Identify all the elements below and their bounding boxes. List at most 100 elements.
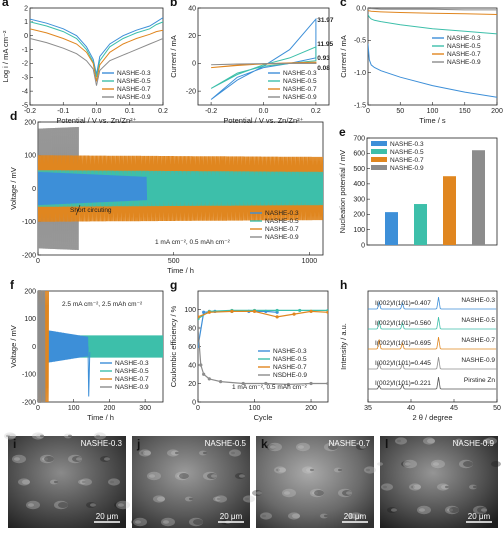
sem-sample-label: NASHE-0.7	[329, 439, 371, 448]
sem-texture-grain	[417, 505, 431, 515]
cv-loop	[210, 17, 317, 100]
y-tick-label-c: -0.5	[354, 38, 366, 45]
legend-swatch-e	[371, 165, 387, 170]
tafel-line	[30, 28, 163, 82]
x-tick-label-f: 300	[139, 405, 151, 412]
sem-texture-grain	[463, 461, 473, 467]
ce-point	[286, 382, 291, 387]
sem-texture-grain	[108, 478, 120, 486]
sem-texture-grain	[306, 467, 314, 473]
sem-texture-grain	[175, 471, 189, 481]
sem-texture-grain	[449, 507, 459, 513]
ce-point	[292, 312, 296, 316]
sem-texture-grain	[231, 451, 235, 455]
sem-texture-grain	[409, 483, 421, 491]
sem-texture-grain	[149, 474, 155, 478]
sem-texture-grain	[274, 466, 286, 474]
failure-spike	[87, 346, 91, 397]
panel-f: f Time / h Voltage / mV 0 100 200 300 -200 -100 0…	[9, 278, 164, 422]
sem-image-l: l NASHE-0.9 20 μm	[377, 436, 501, 528]
sem-texture-grain	[459, 459, 473, 469]
sem-texture-grain	[252, 490, 262, 496]
xrd-pattern	[368, 376, 497, 390]
y-tick-label-f: -100	[22, 372, 36, 379]
y-axis-title-b: Current / mA	[169, 35, 178, 78]
y-tick-label-a: -4	[22, 88, 28, 95]
y-tick-label-e: 0	[361, 242, 365, 249]
panel-label-e: e	[339, 125, 346, 139]
cv-loop	[210, 46, 317, 89]
sem-texture-grain	[147, 471, 161, 481]
sem-texture-grain	[256, 491, 262, 495]
peak-current-label: 11.95	[317, 41, 333, 48]
legend-entry-c: NASHE-0.9	[447, 59, 481, 66]
x-tick-label-a: 0.0	[92, 108, 102, 115]
legend-entry-f: NASHE-0.3	[115, 360, 149, 367]
sem-texture-grain	[118, 503, 124, 507]
sem-texture-grain	[94, 432, 106, 440]
series-group-g	[198, 308, 328, 387]
sem-texture-grain	[239, 474, 245, 478]
sem-texture-grain	[338, 468, 342, 472]
sem-texture-grain	[104, 457, 110, 461]
sem-texture-grain	[298, 445, 304, 449]
sem-texture-grain	[381, 483, 393, 491]
panel-label-g: g	[170, 278, 177, 292]
ce-point	[275, 315, 279, 319]
x-tick-label-h: 40	[407, 405, 415, 412]
sem-texture-grain	[175, 451, 179, 455]
sem-texture-grain	[68, 434, 72, 438]
y-tick-label-a: 2	[24, 5, 28, 12]
y-tick-label-g: 80	[188, 325, 196, 332]
sem-texture-grain	[143, 450, 151, 456]
y-tick-label-a: -5	[22, 102, 28, 109]
sem-texture-grain	[411, 485, 415, 489]
sem-texture-grain	[18, 478, 30, 486]
sem-texture-grain	[203, 451, 207, 455]
sem-texture-grain	[96, 434, 100, 438]
sem-texture-grain	[235, 473, 245, 479]
sem-texture-grain	[342, 490, 352, 496]
y-tick-label-d: -100	[22, 219, 36, 226]
y-tick-label-a: -3	[22, 75, 28, 82]
sem-texture-grain	[459, 439, 463, 443]
sem-texture-grain	[405, 462, 411, 466]
sem-texture-grain	[473, 485, 477, 489]
sem-texture-grain	[4, 432, 16, 440]
chronoamp-line	[368, 43, 497, 98]
y-tick-label-e: 500	[353, 166, 365, 173]
peak-current-label: 0.08	[317, 65, 330, 72]
sem-micrograph	[132, 436, 250, 528]
x-tick-label-a: 0.2	[158, 108, 168, 115]
bar-NASHE-0.3	[385, 212, 398, 245]
panel-label-d: d	[10, 109, 17, 123]
x-tick-label-a: -0.1	[57, 108, 69, 115]
legend-entry-g: NASHE-0.5	[273, 356, 307, 363]
legend-entry-d: NASHE-0.5	[265, 218, 299, 225]
y-tick-label-g: 60	[188, 344, 196, 351]
legend-entry-c: NASHE-0.7	[447, 51, 481, 58]
sem-micrograph	[256, 436, 374, 528]
ce-line	[198, 310, 328, 318]
ce-point	[207, 377, 211, 381]
y-tick-label-g: 40	[188, 362, 196, 369]
sem-texture-grain	[338, 488, 352, 498]
short-circuit-note: Short circuting	[70, 207, 112, 214]
sem-texture-grain	[364, 466, 376, 474]
plot-frame-h	[367, 290, 498, 403]
panel-label-k: k	[261, 437, 268, 451]
panel-label-f: f	[10, 278, 15, 292]
sem-texture-grain	[310, 488, 324, 498]
x-tick-label-c: 50	[396, 108, 404, 115]
legend-entry-g: NSDHE-0.9	[273, 372, 307, 379]
ce-line	[198, 327, 328, 386]
sem-texture-grain	[189, 497, 193, 501]
panel-e: e Nucleation potential / mV 0 100 200 300 400 5…	[338, 125, 498, 249]
sem-texture-grain	[40, 434, 44, 438]
voltage-profile-0.3	[38, 291, 46, 402]
test-condition-note-f: 2.5 mA cm⁻², 2.5 mAh cm⁻²	[62, 301, 143, 308]
sem-texture-grain	[433, 462, 439, 466]
sem-texture-grain	[14, 457, 20, 461]
legend-entry-b: NASHE-0.3	[283, 70, 317, 77]
sem-texture-grain	[262, 514, 266, 518]
